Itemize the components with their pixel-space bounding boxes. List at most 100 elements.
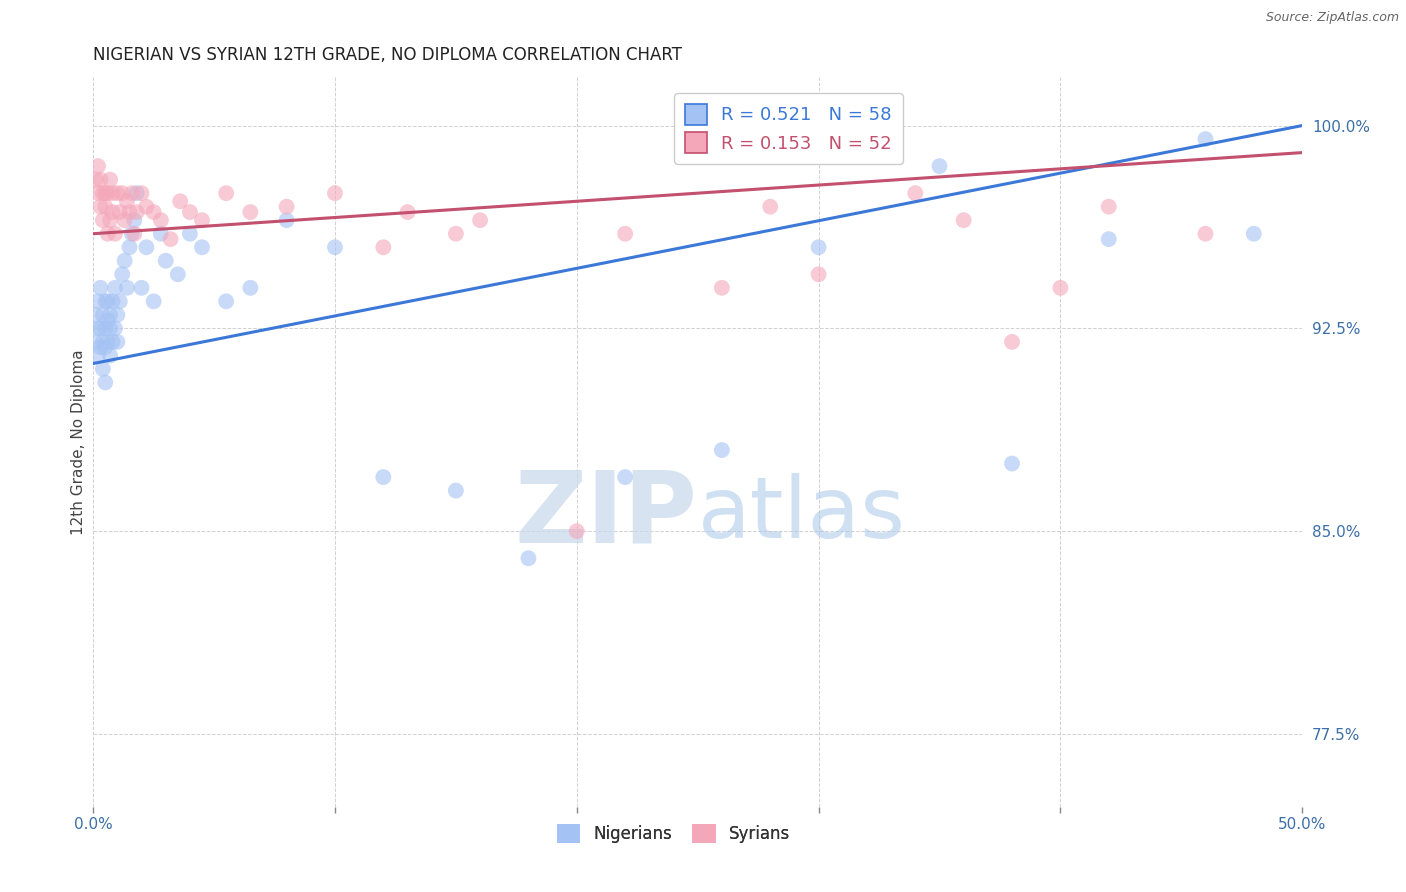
Point [131, 281, 153, 295]
Point [97, 186, 120, 201]
Point [105, 308, 128, 322]
Point [121, 186, 143, 201]
Point [191, 213, 214, 227]
Point [149, 213, 172, 227]
Point [149, 227, 172, 241]
Point [215, 294, 238, 309]
Point [115, 194, 138, 209]
Point [124, 227, 146, 241]
Point [91, 213, 114, 227]
Point [89, 321, 111, 335]
Point [517, 551, 540, 566]
Point [159, 232, 181, 246]
Point [710, 443, 733, 458]
Point [97, 313, 120, 327]
Point [89, 340, 111, 354]
Point [89, 200, 111, 214]
Point [98, 308, 121, 322]
Point [759, 200, 782, 214]
Point [1194, 227, 1216, 241]
Point [104, 321, 127, 335]
Point [710, 281, 733, 295]
Point [807, 240, 830, 254]
Point [84, 308, 107, 322]
Point [1194, 132, 1216, 146]
Point [239, 205, 262, 219]
Point [94, 376, 117, 390]
Point [87, 348, 110, 362]
Y-axis label: 12th Grade, No Diploma: 12th Grade, No Diploma [72, 349, 86, 534]
Point [125, 205, 148, 219]
Point [125, 186, 148, 201]
Point [108, 294, 131, 309]
Point [239, 281, 262, 295]
Point [1001, 334, 1024, 349]
Point [807, 267, 830, 281]
Point [84, 334, 107, 349]
Point [276, 200, 298, 214]
Point [444, 483, 467, 498]
Point [89, 281, 111, 295]
Point [323, 186, 346, 201]
Point [169, 194, 191, 209]
Point [114, 253, 136, 268]
Point [105, 334, 128, 349]
Point [97, 334, 120, 349]
Point [142, 294, 165, 309]
Text: atlas: atlas [697, 474, 905, 557]
Point [94, 186, 117, 201]
Point [179, 227, 201, 241]
Point [108, 205, 131, 219]
Point [94, 294, 117, 309]
Point [276, 213, 298, 227]
Text: NIGERIAN VS SYRIAN 12TH GRADE, NO DIPLOMA CORRELATION CHART: NIGERIAN VS SYRIAN 12TH GRADE, NO DIPLOM… [93, 46, 682, 64]
Point [323, 240, 346, 254]
Text: ZIP: ZIP [515, 467, 697, 564]
Point [118, 205, 141, 219]
Point [91, 334, 114, 349]
Point [444, 227, 467, 241]
Point [101, 334, 124, 349]
Point [118, 240, 141, 254]
Point [104, 227, 127, 241]
Point [97, 294, 120, 309]
Point [135, 200, 157, 214]
Point [101, 186, 124, 201]
Point [111, 186, 134, 201]
Point [124, 213, 146, 227]
Point [373, 240, 395, 254]
Point [191, 240, 214, 254]
Point [114, 213, 136, 227]
Point [155, 253, 177, 268]
Point [98, 321, 121, 335]
Point [115, 281, 138, 295]
Point [97, 227, 120, 241]
Point [91, 186, 114, 201]
Point [94, 340, 117, 354]
Point [91, 362, 114, 376]
Point [94, 321, 117, 335]
Point [91, 308, 114, 322]
Point [104, 281, 127, 295]
Point [121, 227, 143, 241]
Point [928, 159, 950, 173]
Point [135, 240, 157, 254]
Point [1098, 232, 1121, 246]
Point [373, 470, 395, 484]
Point [166, 267, 188, 281]
Point [179, 205, 201, 219]
Point [215, 186, 238, 201]
Point [89, 172, 111, 186]
Point [131, 186, 153, 201]
Point [614, 470, 637, 484]
Point [87, 186, 110, 201]
Point [84, 172, 107, 186]
Point [94, 200, 117, 214]
Point [396, 205, 419, 219]
Text: Source: ZipAtlas.com: Source: ZipAtlas.com [1265, 11, 1399, 24]
Point [142, 205, 165, 219]
Point [105, 186, 128, 201]
Point [904, 186, 927, 201]
Point [101, 205, 124, 219]
Legend: Nigerians, Syrians: Nigerians, Syrians [550, 817, 797, 850]
